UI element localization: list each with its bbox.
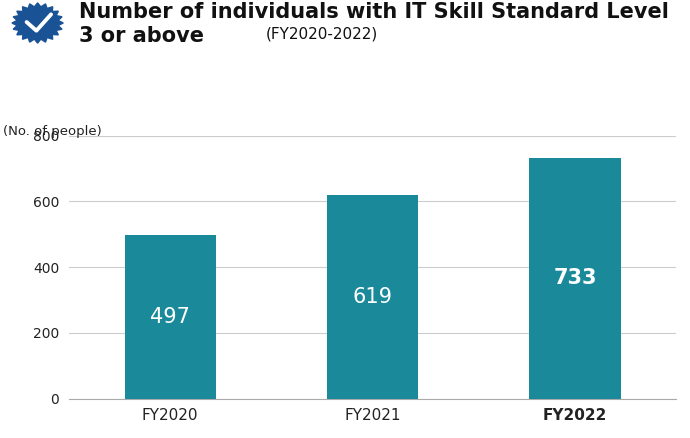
Bar (327, 195, 418, 399)
Text: 733: 733 (553, 268, 597, 288)
Text: Number of individuals with IT Skill Standard Level: Number of individuals with IT Skill Stan… (79, 2, 669, 22)
Text: (No. of people): (No. of people) (3, 125, 102, 138)
Text: 3 or above: 3 or above (79, 26, 204, 46)
Text: (FY2020-2022): (FY2020-2022) (266, 26, 378, 41)
Bar (125, 235, 216, 399)
Text: 619: 619 (353, 287, 393, 307)
Bar (529, 158, 620, 399)
Polygon shape (12, 3, 63, 43)
Text: 497: 497 (150, 307, 190, 327)
